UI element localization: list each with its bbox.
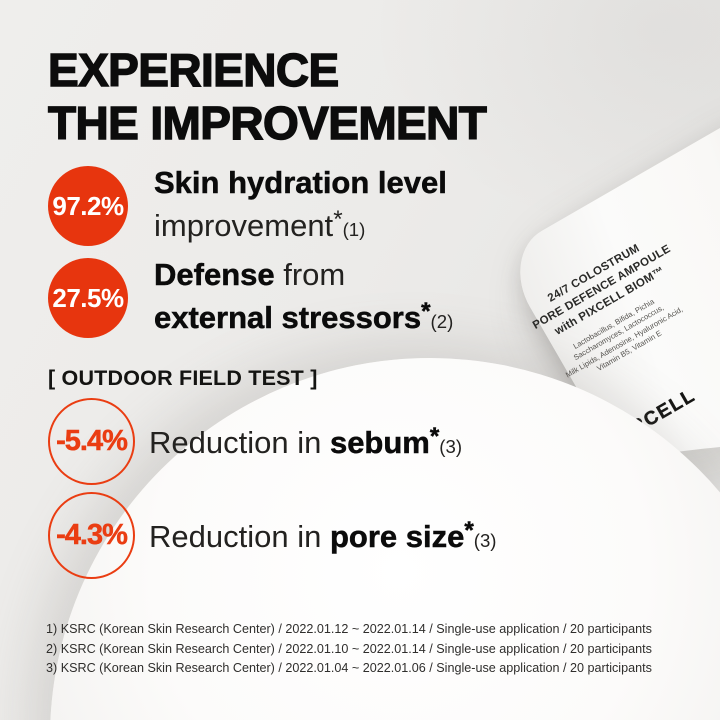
footnotes: 1) KSRC (Korean Skin Research Center) / … [46,620,652,679]
stat-description: Reduction in pore size*(3) [149,512,497,559]
stat-text-run: * [421,298,431,326]
stat-description: Defense from external stressors*(2) [154,256,454,340]
stat-text-run: improvement [154,208,334,244]
stat-badge: 27.5% [48,258,128,339]
stat-text-run: * [333,206,343,233]
title-line-1: EXPERIENCE [47,43,340,96]
stat-badge: -4.3% [48,492,135,579]
footnote-line: 3) KSRC (Korean Skin Research Center) / … [46,661,652,676]
stat-text-run: pore size [329,519,465,555]
stat-text-run: (1) [342,219,366,241]
stat-text-run: Skin hydration level [154,165,447,201]
stat-text-run: (3) [473,530,497,552]
stat-badge: -5.4% [48,398,135,485]
stat-text-run: (3) [439,436,463,458]
title-line-2: THE IMPROVEMENT [47,96,487,149]
stat-text-run: sebum [329,425,430,461]
stat-row: -4.3% Reduction in pore size*(3) [48,492,497,579]
stat-text-run: Reduction in [149,425,330,461]
stat-text-run: (2) [430,311,454,333]
stat-row: 27.5% Defense from external stressors*(2) [48,256,453,340]
page-title: EXPERIENCE THE IMPROVEMENT [47,43,487,150]
stat-description: Reduction in sebum*(3) [149,418,462,465]
stat-text-run: Reduction in [149,519,330,555]
stat-text-run: * [429,422,440,451]
stat-text-run: external stressors [154,300,422,336]
footnote-line: 1) KSRC (Korean Skin Research Center) / … [46,622,652,636]
stat-badge: 97.2% [48,166,128,247]
stat-description: Skin hydration level improvement*(1) [154,164,447,248]
section-label-outdoor-field-test: [ OUTDOOR FIELD TEST ] [48,366,318,390]
stat-text-run: Defense [154,257,275,293]
stat-row: -5.4% Reduction in sebum*(3) [48,398,462,485]
stat-text-run: from [274,257,346,292]
stat-text-run: * [464,516,474,545]
footnote-line: 2) KSRC (Korean Skin Research Center) / … [46,641,652,656]
stat-row: 97.2% Skin hydration level improvement*(1) [48,164,447,248]
